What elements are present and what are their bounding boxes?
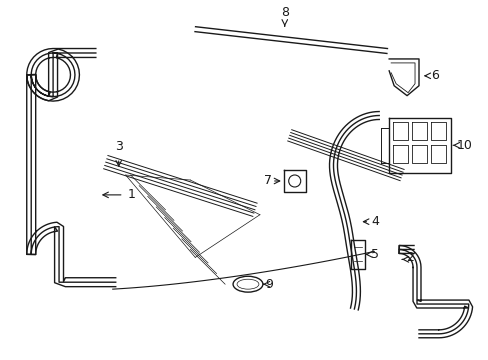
Text: 10: 10 [456, 139, 472, 152]
Text: 6: 6 [430, 69, 438, 82]
Text: 5: 5 [370, 248, 379, 261]
Text: 4: 4 [370, 215, 378, 228]
Text: 7: 7 [264, 175, 271, 188]
Text: 3: 3 [115, 140, 122, 153]
Text: 2: 2 [405, 251, 413, 264]
Text: 9: 9 [264, 278, 272, 291]
Text: 1: 1 [127, 188, 135, 201]
Text: 8: 8 [280, 6, 288, 19]
